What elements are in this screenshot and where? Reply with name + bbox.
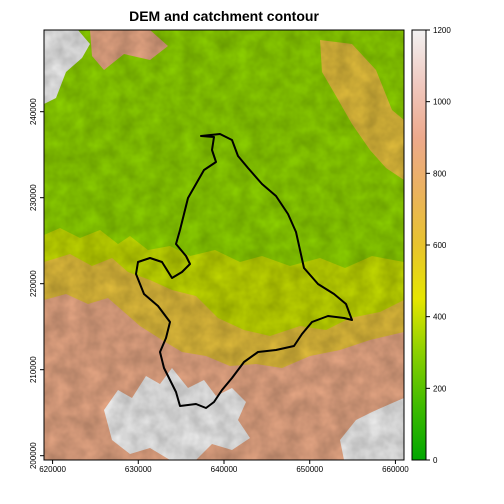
x-tick-label: 630000 bbox=[125, 465, 152, 474]
dem-raster bbox=[44, 30, 404, 460]
legend-tick-label: 400 bbox=[433, 313, 447, 322]
legend-ticks: 0 200 400 600 800 1000 1200 bbox=[426, 26, 451, 465]
y-tick-label: 240000 bbox=[29, 98, 38, 125]
legend-tick-label: 1200 bbox=[433, 26, 451, 35]
map-title: DEM and catchment contour bbox=[129, 8, 319, 24]
x-axis: 620000 630000 640000 650000 660000 bbox=[39, 460, 409, 474]
x-tick-label: 620000 bbox=[39, 465, 66, 474]
x-tick-label: 650000 bbox=[296, 465, 323, 474]
y-tick-label: 230000 bbox=[29, 184, 38, 211]
legend-tick-label: 1000 bbox=[433, 98, 451, 107]
legend-tick-label: 800 bbox=[433, 169, 447, 178]
y-tick-label: 200000 bbox=[29, 442, 38, 469]
x-tick-label: 660000 bbox=[382, 465, 409, 474]
y-tick-label: 220000 bbox=[29, 270, 38, 297]
y-tick-label: 210000 bbox=[29, 356, 38, 383]
legend-tick-label: 600 bbox=[433, 241, 447, 250]
catchment-contour bbox=[135, 133, 353, 409]
y-axis: 200000 210000 220000 230000 240000 bbox=[29, 98, 44, 469]
x-tick-label: 640000 bbox=[211, 465, 238, 474]
legend-tick-label: 200 bbox=[433, 384, 447, 393]
legend-bar bbox=[411, 29, 427, 461]
legend-tick-label: 0 bbox=[433, 456, 438, 465]
color-legend: 0 200 400 600 800 1000 1200 bbox=[411, 26, 451, 465]
